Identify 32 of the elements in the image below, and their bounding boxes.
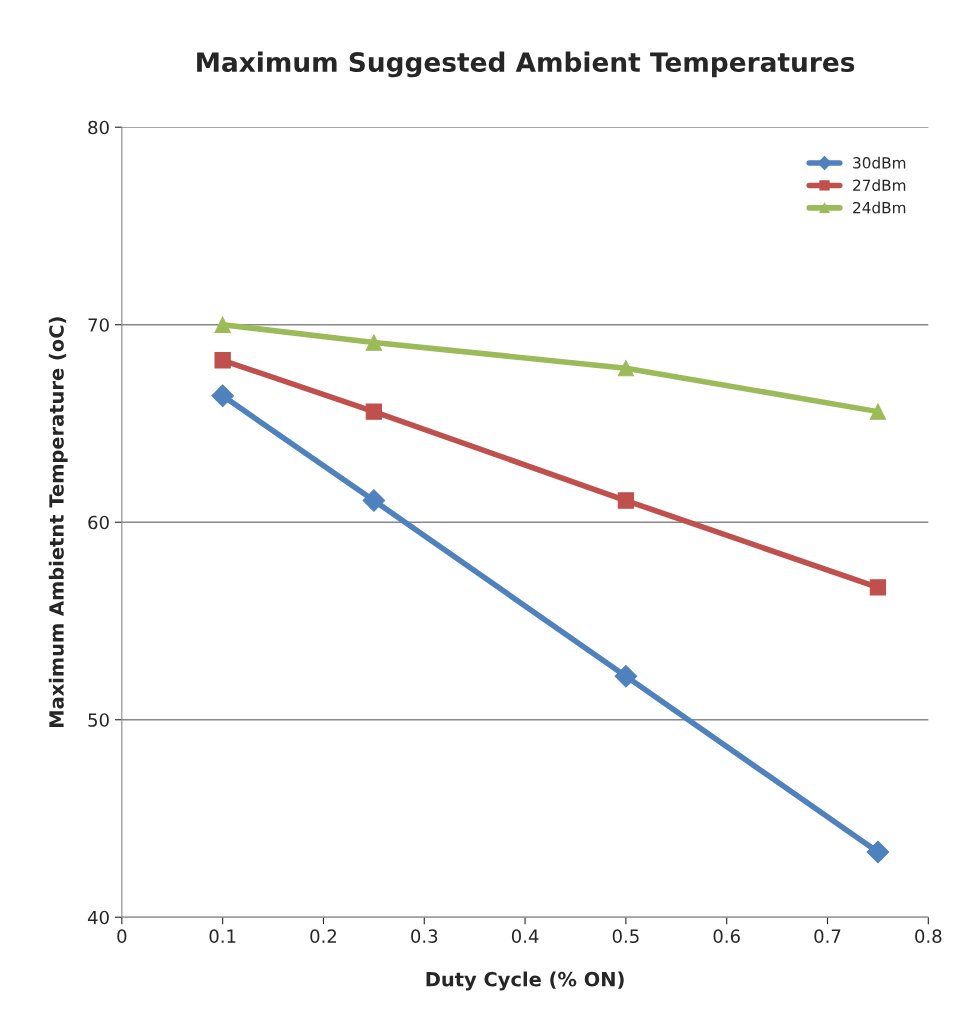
x-tick-label: 0.3 — [411, 929, 438, 944]
point — [362, 489, 386, 512]
point — [365, 334, 383, 351]
x-tick-label: 0 — [117, 929, 127, 944]
point — [869, 403, 887, 420]
point — [617, 360, 635, 377]
legend-label: 30dBm — [853, 156, 906, 169]
point — [214, 352, 231, 369]
x-tick-label: 0.2 — [310, 929, 337, 944]
point — [614, 664, 638, 688]
point — [617, 492, 635, 509]
x-tick-label: 0.4 — [511, 929, 539, 944]
point — [866, 840, 890, 864]
y-tick-label: 70 — [88, 318, 109, 332]
x-tick-label: 0.1 — [209, 929, 236, 944]
point — [211, 384, 234, 408]
y-tick-label: 50 — [88, 713, 109, 727]
chart-title: Maximum Suggested Ambient Temperatures — [197, 51, 855, 78]
y-tick-label: 40 — [87, 910, 109, 925]
y-tick-label: 80 — [88, 120, 109, 135]
point — [214, 316, 231, 333]
x-tick-label: 0.8 — [915, 929, 942, 944]
point — [869, 579, 887, 596]
x-tick-label: 0.5 — [612, 929, 639, 944]
x-tick-label: 0.7 — [814, 929, 841, 944]
point — [365, 403, 383, 420]
x-tick-label: 0.6 — [713, 929, 740, 944]
y-axis-title: Maximum Ambietnt Temperature (oC) — [48, 317, 68, 728]
legend-label: 24dBm — [853, 201, 906, 214]
y-tick-label: 60 — [88, 515, 109, 530]
legend-label: 27dBm — [853, 179, 906, 192]
x-axis-title: Duty Cycle (% ON) — [426, 971, 624, 991]
